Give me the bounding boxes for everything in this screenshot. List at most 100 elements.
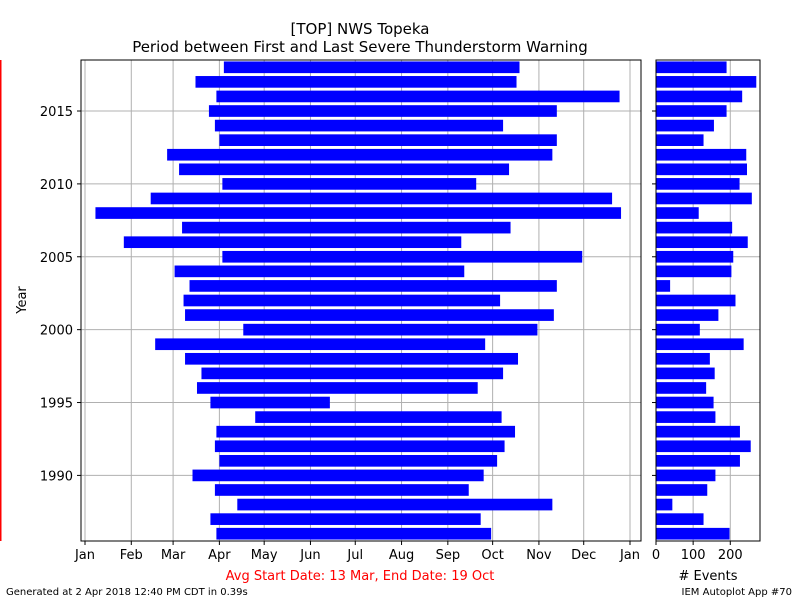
events-bar (656, 382, 707, 394)
warning-period-bar (208, 105, 557, 117)
chart-title-line2: Period between First and Last Severe Thu… (132, 38, 588, 56)
warning-period-bar (123, 236, 462, 249)
warning-period-bar (155, 338, 486, 351)
warning-period-bar (214, 119, 504, 132)
events-x-tick-label: 200 (718, 548, 743, 563)
warning-period-bar (179, 163, 510, 176)
events-bar (656, 280, 671, 292)
events-bar (656, 323, 700, 336)
warning-period-bar (185, 352, 519, 365)
warning-period-bar (182, 221, 511, 234)
main-y-tick-label: 2005 (40, 251, 73, 266)
warning-period-bar (210, 513, 481, 525)
events-bar (656, 484, 708, 496)
events-bar (656, 425, 740, 438)
warning-period-bar (195, 76, 517, 88)
main-x-tick-label: Jul (346, 548, 363, 563)
main-y-tick-label: 1995 (40, 397, 73, 412)
events-bar (656, 338, 744, 351)
events-plot-frame (655, 59, 761, 542)
events-bar (656, 119, 714, 132)
main-x-tick-label: Nov (526, 548, 552, 563)
events-bar (656, 90, 743, 103)
warning-period-bar (216, 425, 516, 438)
warning-period-bar (196, 382, 478, 394)
events-bar (656, 527, 730, 540)
events-bar (656, 352, 710, 365)
events-bar (656, 455, 740, 467)
footer-generated: Generated at 2 Apr 2018 12:40 PM CDT in … (6, 587, 248, 598)
warning-period-bar (223, 61, 520, 74)
events-axis-label: # Events (678, 569, 737, 584)
y-axis-label: Year (15, 286, 30, 315)
events-bar (656, 469, 716, 482)
main-x-tick-label: Jan (619, 548, 640, 563)
warning-period-bar (237, 498, 553, 511)
main-x-tick-label: Apr (208, 548, 231, 563)
main-x-tick-label: Jun (299, 548, 320, 563)
warning-period-bar (219, 455, 498, 467)
events-bar (656, 265, 732, 278)
warning-period-bar (183, 294, 501, 307)
events-bar (656, 367, 715, 380)
events-x-tick-label: 100 (681, 548, 706, 563)
main-x-tick-label: Sep (436, 548, 461, 563)
main-y-tick-label: 1990 (40, 469, 73, 484)
events-bar (656, 513, 704, 525)
events-bar (656, 294, 736, 307)
x-axis-label: Avg Start Date: 13 Mar, End Date: 19 Oct (226, 569, 495, 584)
warning-period-bar (201, 367, 504, 380)
main-y-ticks: 1990 1995 2000 2005 2010 2015 (40, 105, 81, 484)
main-x-ticks: Jan Feb Mar Apr May Jun Jul Aug Sep Oct Nov Dec Jan (74, 541, 640, 563)
warning-period-bar (243, 323, 538, 336)
main-bars (95, 61, 622, 540)
warning-period-bar (174, 265, 465, 278)
events-bar (656, 250, 734, 263)
warning-period-bar (222, 178, 477, 190)
warning-period-bar (216, 527, 492, 540)
footer-app: IEM Autoplot App #70 (682, 587, 792, 598)
warning-period-bar (214, 440, 505, 453)
main-x-tick-label: Mar (161, 548, 186, 563)
warning-period-bar (167, 148, 553, 161)
warning-period-bar (219, 134, 557, 146)
main-x-tick-label: Feb (120, 548, 143, 563)
events-bar (656, 76, 757, 88)
events-bar (656, 61, 727, 74)
main-plot-frame (80, 59, 642, 542)
warning-period-bar (214, 484, 469, 496)
main-x-tick-label: Oct (481, 548, 503, 563)
warning-period-bar (216, 90, 620, 103)
events-bar (656, 440, 751, 453)
main-x-tick-label: May (251, 548, 278, 563)
main-y-tick-label: 2015 (40, 105, 73, 120)
main-x-tick-label: Aug (389, 548, 414, 563)
main-y-tick-label: 2000 (40, 324, 73, 339)
events-bar (656, 396, 714, 409)
events-bar (656, 163, 747, 176)
events-x-ticks: 0 100 200 (652, 541, 743, 563)
events-bars (656, 61, 757, 540)
events-bar (656, 309, 719, 321)
events-bar (656, 134, 704, 146)
chart-title-line1: [TOP] NWS Topeka (291, 20, 430, 38)
warning-period-bar (222, 250, 583, 263)
events-y-ticks (652, 110, 656, 476)
events-bar (656, 148, 747, 161)
events-bar (656, 221, 733, 234)
events-bar (656, 207, 699, 219)
warning-period-bar (192, 469, 484, 482)
warning-period-bar (150, 192, 613, 205)
warning-period-bar (210, 396, 330, 409)
warning-period-bar (185, 309, 554, 321)
main-y-tick-label: 2010 (40, 178, 73, 193)
warning-period-bar (255, 411, 502, 423)
events-bar (656, 498, 673, 511)
events-bar (656, 411, 716, 423)
events-bar (656, 192, 752, 205)
events-bar (656, 178, 740, 190)
events-bar (656, 105, 727, 117)
events-bar (656, 236, 748, 249)
events-x-tick-label: 0 (652, 548, 660, 563)
